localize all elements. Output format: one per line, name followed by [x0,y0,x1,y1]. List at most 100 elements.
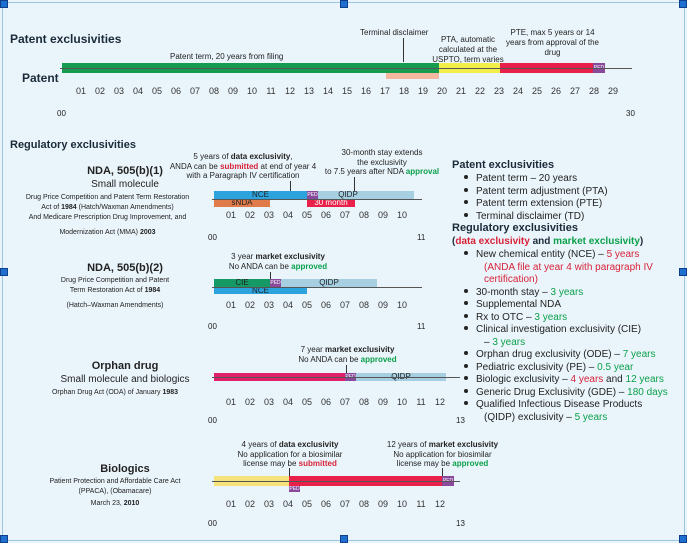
nda2-nce-label: NCE [252,286,269,295]
patent-tick: 02 [94,86,105,96]
legend-patent-item: Patent term – 20 years [452,173,608,186]
orphan-title: Orphan drug [91,360,159,372]
patent-tick: 04 [132,86,143,96]
biologics-tick: 11 [416,499,426,509]
patent-tick: 03 [113,86,124,96]
biologics-tick: 08 [358,499,369,509]
nda1-ped-label: PED [307,192,318,198]
biologics-desc-line: (PPACA), (Obamacare) [78,488,152,495]
legend-regulatory-item: Supplemental NDA [452,299,668,312]
biologics-timeline-bar: PED PED [214,476,456,492]
nda1-tick: 05 [301,210,312,220]
nda2-tick: 04 [282,300,293,310]
nda1-title: NDA, 505(b)(1) [87,165,163,177]
patent-tick: 16 [360,86,371,96]
orphan-axis-end: 13 [456,416,465,425]
nda2-axis-start: 00 [208,322,217,331]
orphan-tick: 09 [377,397,388,407]
nda1-30month-label: 30 month [314,198,348,207]
nda1-axis-end: 11 [417,233,426,242]
patent-tick: 28 [588,86,599,96]
nda1-tick: 02 [244,210,255,220]
biologics-desc-line: Patient Protection and Affordable Care A… [49,478,181,485]
legend-regulatory-item: Clinical investigation exclusivity (CIE) [452,324,668,337]
legend-regulatory-item: Generic Drug Exclusivity (GDE) – 180 day… [452,387,668,400]
biologics-tick: 07 [339,499,350,509]
nda1-desc-line: Drug Price Competition and Patent Term R… [25,194,190,201]
biologics-year4-pointer [289,468,290,476]
legend-regulatory-title: Regulatory exclusivities [452,222,578,234]
nda2-tick: 09 [377,300,388,310]
resize-handle-top-left[interactable] [0,0,8,8]
nda1-subtitle: Small molecule [91,179,159,190]
patent-tick: 26 [550,86,561,96]
resize-handle-top-right[interactable] [679,0,687,8]
nda1-tick: 08 [358,210,369,220]
nda2-tick: 10 [396,300,407,310]
nda1-axis-line [212,199,422,200]
resize-handle-left-middle[interactable] [0,268,8,276]
biologics-tick: 05 [301,499,312,509]
patent-tick: 27 [569,86,580,96]
nda2-qidp-segment [281,279,377,287]
nda2-tick: 07 [339,300,350,310]
patent-tick: 14 [322,86,333,96]
nda2-tick: 03 [263,300,274,310]
pta-label: PTA, automatic calculated at the USPTO, … [432,35,504,64]
nda1-ped-segment [307,191,318,199]
biologics-tick: 12 [434,499,445,509]
nda1-axis-start: 00 [208,233,217,242]
orphan-tick: 08 [358,397,369,407]
patent-section-title: Patent exclusivities [10,32,122,46]
nda2-title: NDA, 505(b)(2) [87,262,163,274]
patent-tick: 21 [455,86,466,96]
orphan-tick: 06 [320,397,331,407]
nda1-desc-line: Modernization Act (MMA) 2003 [59,229,156,236]
nda1-tick: 07 [339,210,350,220]
biologics-axis-end: 13 [456,519,465,528]
nda1-nce-label: NCE [252,190,269,199]
biologics-description: Patient Protection and Affordable Care A… [20,477,210,509]
nda1-30month-segment [307,199,355,207]
patent-term-label: Patent term, 20 years from filing [170,52,284,61]
nda1-snda-label: sNDA [231,198,253,207]
nda2-desc-line: Term Restoration Act of 1984 [69,287,161,294]
legend-regulatory-item: Rx to OTC – 3 years [452,312,668,325]
resize-handle-bottom-middle[interactable] [340,535,348,543]
legend-patent-item: Patent term extension (PTE) [452,198,608,211]
legend-regulatory-item: certification) [484,274,538,285]
patent-tick: 24 [512,86,523,96]
orphan-year7-pointer [346,365,347,373]
orphan-ticks: 01 02 03 04 05 06 07 08 09 10 11 12 [212,397,460,409]
orphan-axis-line [212,377,460,378]
nda1-stay-annotation: 30-month stay extends the exclusivity to… [324,148,440,176]
orphan-tick: 03 [263,397,274,407]
biologics-data-exclusivity-annotation: 4 years of data exclusivity No applicati… [237,440,343,468]
orphan-description: Orphan Drug Act (ODA) of January 1983 [20,388,210,398]
biologics-tick: 04 [282,499,293,509]
patent-tick: 15 [341,86,352,96]
orphan-tick: 10 [396,397,407,407]
legend-regulatory-subtitle: (data exclusivity and market exclusivity… [452,236,644,247]
nda2-tick: 01 [225,300,236,310]
legend-patent-item: Patent term adjustment (PTA) [452,186,608,199]
nda1-description: Drug Price Competition and Patent Term R… [5,193,210,238]
orphan-tick: 12 [434,397,445,407]
resize-handle-bottom-left[interactable] [0,535,8,543]
nda2-timeline-bar: CIE PED QIDP NCE [214,279,414,295]
nda1-qidp-segment [318,191,414,199]
nda1-tick: 03 [263,210,274,220]
nda1-year4-pointer [290,181,291,191]
resize-handle-top-middle[interactable] [340,0,348,8]
patent-tick: 01 [75,86,86,96]
legend-regulatory-item: New chemical entity (NCE) – 5 years [452,249,668,262]
legend-regulatory-item: (ANDA file at year 4 with paragraph IV [484,261,653,273]
patent-tick: 29 [607,86,618,96]
legend-regulatory-list: New chemical entity (NCE) – 5 years (ANDA… [452,249,668,424]
biologics-tick: 03 [263,499,274,509]
patent-tick: 13 [303,86,314,96]
nda2-qidp-label: QIDP [319,278,339,287]
nda2-nce-segment [214,287,307,294]
resize-handle-right-middle[interactable] [679,268,687,276]
resize-handle-bottom-right[interactable] [679,535,687,543]
